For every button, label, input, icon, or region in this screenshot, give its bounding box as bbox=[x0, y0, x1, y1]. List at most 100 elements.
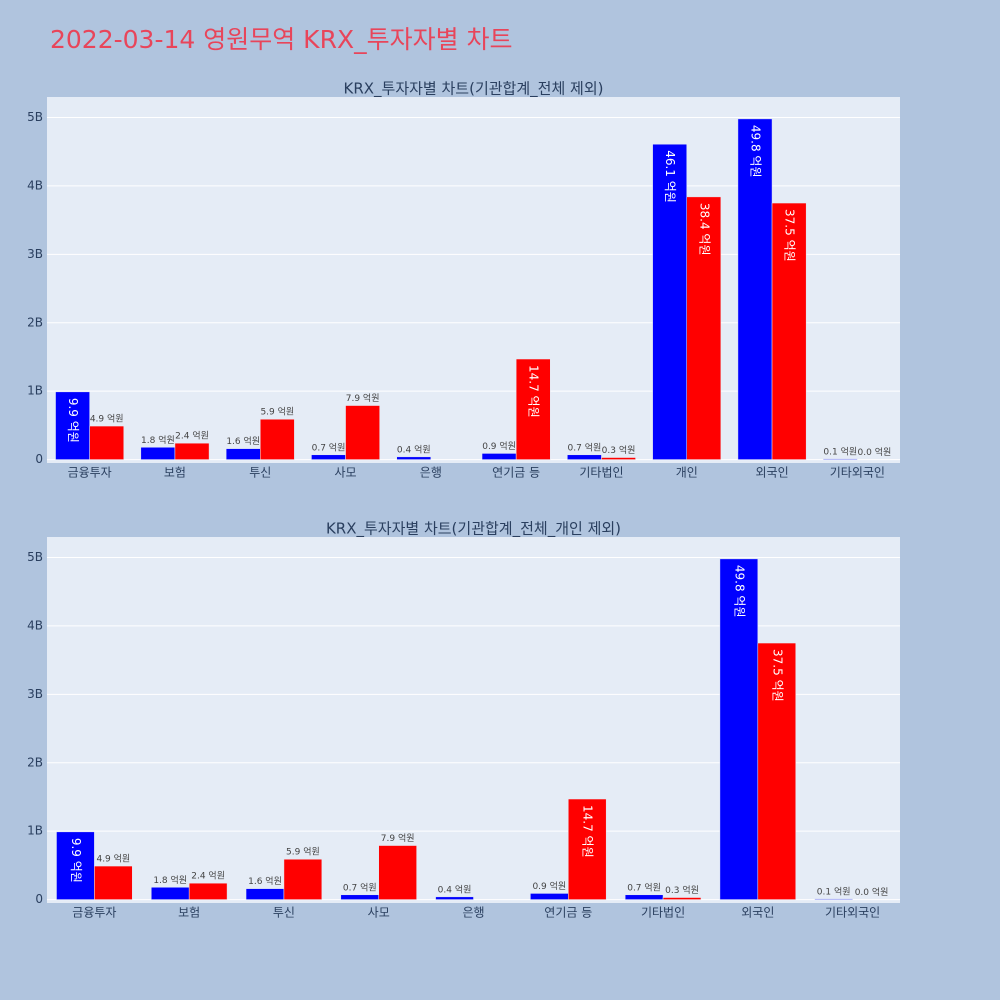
y-tick-label: 4B bbox=[27, 178, 43, 192]
x-tick-label: 기타외국인 bbox=[825, 906, 880, 920]
page-title: 2022-03-14 영원무역 KRX_투자자별 차트 bbox=[50, 25, 513, 54]
y-tick-label: 3B bbox=[27, 687, 43, 701]
value-label: 9.9 억원 bbox=[69, 838, 83, 883]
value-label: 2.4 억원 bbox=[175, 430, 209, 442]
x-tick-label: 은행 bbox=[462, 905, 484, 920]
bar bbox=[55, 391, 90, 460]
value-label: 49.8 억원 bbox=[732, 565, 746, 618]
bar bbox=[140, 447, 176, 460]
x-tick-label: 투신 bbox=[273, 906, 295, 920]
bar bbox=[345, 405, 380, 460]
value-label: 46.1 억원 bbox=[663, 150, 677, 203]
y-tick-label: 1B bbox=[27, 824, 43, 838]
value-label: 4.9 억원 bbox=[96, 853, 130, 865]
bar bbox=[283, 858, 323, 900]
value-label: 37.5 억원 bbox=[783, 209, 797, 262]
bar bbox=[757, 642, 796, 900]
bar bbox=[568, 798, 607, 900]
value-label: 0.9 억원 bbox=[532, 880, 566, 892]
bar bbox=[567, 454, 602, 460]
x-tick-label: 외국인 bbox=[741, 906, 774, 920]
x-tick-label: 금융투자 bbox=[72, 906, 116, 920]
value-label: 7.9 억원 bbox=[381, 832, 415, 844]
x-tick-label: 사모 bbox=[335, 466, 357, 480]
value-label: 37.5 억원 bbox=[770, 649, 784, 702]
value-label: 0.1 억원 bbox=[823, 445, 857, 457]
value-label: 7.9 억원 bbox=[346, 392, 380, 404]
value-label: 1.8 억원 bbox=[141, 434, 175, 446]
y-tick-label: 0 bbox=[35, 892, 43, 906]
bar bbox=[89, 425, 125, 460]
value-label: 0.7 억원 bbox=[312, 441, 346, 453]
x-tick-label: 외국인 bbox=[755, 466, 788, 480]
bar bbox=[481, 453, 517, 460]
y-tick-label: 4B bbox=[27, 618, 43, 632]
value-label: 5.9 억원 bbox=[260, 406, 294, 418]
bar bbox=[151, 887, 190, 900]
bar bbox=[311, 454, 346, 460]
bar bbox=[601, 457, 636, 460]
value-label: 4.9 억원 bbox=[90, 413, 124, 425]
value-label: 0.9 억원 bbox=[482, 440, 516, 452]
bar bbox=[225, 448, 261, 460]
x-tick-label: 사모 bbox=[368, 906, 390, 920]
value-label: 14.7 억원 bbox=[527, 365, 541, 418]
value-label: 14.7 억원 bbox=[581, 805, 595, 858]
bar bbox=[686, 196, 722, 460]
value-label: 1.8 억원 bbox=[153, 874, 187, 886]
bar bbox=[340, 894, 379, 900]
bar bbox=[515, 358, 551, 460]
value-label: 49.8 억원 bbox=[748, 125, 762, 178]
value-label: 0.1 억원 bbox=[817, 885, 851, 897]
x-tick-label: 투신 bbox=[249, 466, 271, 480]
bar bbox=[188, 882, 228, 900]
value-label: 38.4 억원 bbox=[697, 203, 711, 256]
x-tick-label: 금융투자 bbox=[68, 466, 112, 480]
x-tick-label: 기타법인 bbox=[641, 906, 685, 920]
bar bbox=[814, 898, 853, 900]
value-label: 1.6 억원 bbox=[226, 435, 260, 447]
value-label: 0.4 억원 bbox=[438, 883, 472, 895]
chart-title: KRX_투자자별 차트(기관합계_전체_개인 제외) bbox=[326, 520, 621, 539]
value-label: 0.0 억원 bbox=[855, 886, 889, 898]
bar bbox=[624, 894, 664, 900]
bar bbox=[435, 896, 474, 900]
bar bbox=[94, 865, 133, 900]
value-label: 0.7 억원 bbox=[568, 441, 602, 453]
y-tick-label: 2B bbox=[27, 315, 43, 329]
value-label: 9.9 억원 bbox=[66, 398, 80, 443]
bar bbox=[56, 831, 95, 900]
bar bbox=[245, 888, 285, 900]
bar bbox=[652, 143, 688, 460]
y-tick-label: 3B bbox=[27, 247, 43, 261]
bar bbox=[737, 118, 773, 460]
x-tick-label: 연기금 등 bbox=[544, 906, 592, 920]
y-tick-label: 5B bbox=[27, 550, 43, 564]
value-label: 0.4 억원 bbox=[397, 443, 431, 455]
value-label: 1.6 억원 bbox=[248, 875, 282, 887]
y-tick-label: 5B bbox=[27, 110, 43, 124]
value-label: 0.0 억원 bbox=[858, 446, 892, 458]
bar bbox=[530, 893, 569, 900]
value-label: 2.4 억원 bbox=[191, 870, 225, 882]
x-tick-label: 연기금 등 bbox=[492, 466, 540, 480]
value-label: 0.3 억원 bbox=[665, 884, 699, 896]
value-label: 0.7 억원 bbox=[343, 881, 377, 893]
bar bbox=[771, 202, 807, 460]
bar bbox=[378, 845, 417, 900]
value-label: 0.3 억원 bbox=[602, 444, 636, 456]
bar bbox=[174, 442, 210, 460]
x-tick-label: 보험 bbox=[178, 906, 200, 920]
x-tick-label: 기타외국인 bbox=[830, 466, 885, 480]
bar bbox=[662, 897, 702, 900]
y-tick-label: 1B bbox=[27, 384, 43, 398]
x-tick-label: 기타법인 bbox=[579, 466, 623, 480]
x-tick-label: 개인 bbox=[676, 466, 698, 480]
x-tick-label: 보험 bbox=[164, 466, 186, 480]
bar bbox=[260, 418, 295, 460]
chart-title: KRX_투자자별 차트(기관합계_전체 제외) bbox=[344, 80, 604, 99]
y-tick-label: 0 bbox=[35, 452, 43, 466]
x-tick-label: 은행 bbox=[420, 465, 442, 480]
bar bbox=[719, 558, 759, 900]
